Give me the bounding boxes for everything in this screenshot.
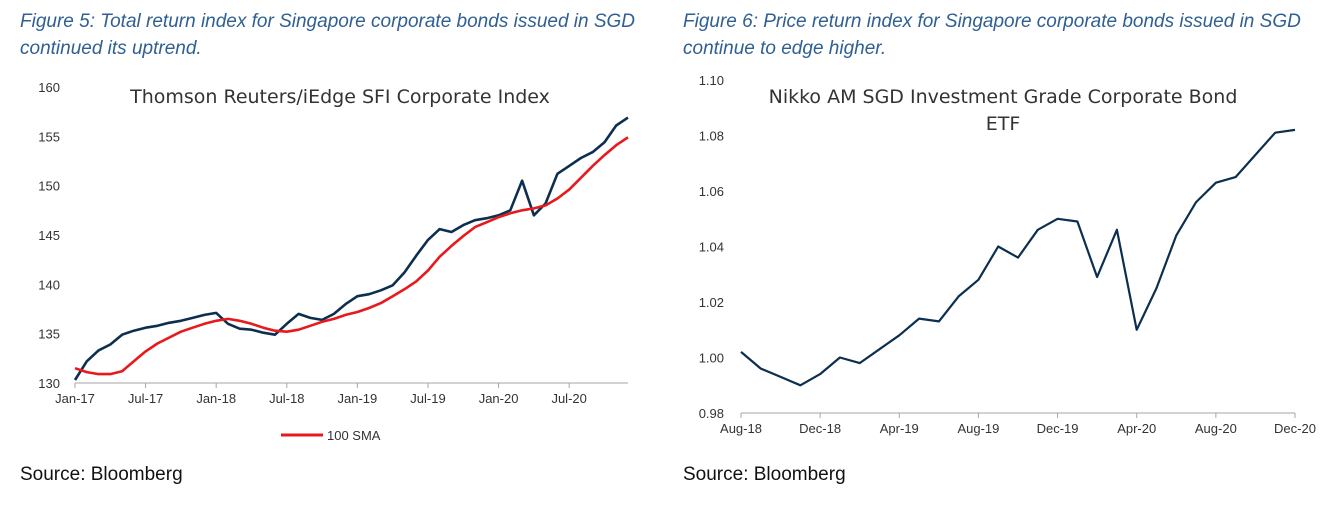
x-tick-label: Dec-18	[799, 421, 841, 436]
x-tick-label: Dec-19	[1037, 421, 1079, 436]
x-tick-label: Apr-20	[1117, 421, 1156, 436]
figure-5-source: Source: Bloomberg	[20, 464, 183, 485]
x-tick-label: Jan-20	[479, 391, 519, 406]
x-tick-label: Jan-17	[55, 391, 95, 406]
y-tick-label: 130	[38, 376, 60, 391]
y-tick-label: 1.06	[699, 184, 724, 199]
y-tick-label: 1.00	[699, 351, 724, 366]
y-tick-label: 0.98	[699, 406, 724, 421]
y-tick-label: 160	[38, 80, 60, 95]
x-tick-label: Aug-19	[957, 421, 999, 436]
x-tick-label: Jul-20	[551, 391, 586, 406]
y-tick-label: 1.08	[699, 129, 724, 144]
chart-title: Thomson Reuters/iEdge SFI Corporate Inde…	[129, 86, 550, 108]
y-tick-label: 145	[38, 228, 60, 243]
x-tick-label: Jul-18	[269, 391, 304, 406]
chart-title: ETF	[986, 113, 1021, 135]
y-tick-label: 150	[38, 179, 60, 194]
x-tick-label: Jul-19	[410, 391, 445, 406]
x-tick-label: Jan-19	[338, 391, 378, 406]
figure-6-caption: Figure 6: Price return index for Singapo…	[683, 11, 1301, 59]
x-tick-label: Aug-18	[720, 421, 762, 436]
figure-5-panel: Figure 5: Total return index for Singapo…	[0, 0, 666, 508]
x-tick-label: Jan-18	[196, 391, 236, 406]
series-line-index	[73, 116, 629, 381]
figure-6-source: Source: Bloomberg	[683, 464, 846, 485]
x-tick-label: Aug-20	[1195, 421, 1237, 436]
figure-5-caption: Figure 5: Total return index for Singapo…	[20, 11, 636, 59]
figure-6-chart: Nikko AM SGD Investment Grade Corporate …	[699, 73, 1316, 436]
x-tick-label: Jul-17	[128, 391, 163, 406]
y-tick-label: 1.10	[699, 73, 724, 88]
y-tick-label: 140	[38, 277, 60, 292]
series-line-sma	[74, 136, 629, 376]
y-tick-label: 1.04	[699, 240, 724, 255]
x-tick-label: Apr-19	[880, 421, 919, 436]
y-tick-label: 1.02	[699, 295, 724, 310]
y-tick-label: 135	[38, 327, 60, 342]
chart-title: Nikko AM SGD Investment Grade Corporate …	[769, 86, 1238, 108]
y-tick-label: 155	[38, 129, 60, 144]
figure-6-panel: Figure 6: Price return index for Singapo…	[666, 0, 1333, 508]
figure-5-chart: Thomson Reuters/iEdge SFI Corporate Inde…	[38, 80, 629, 443]
legend-label-sma: 100 SMA	[327, 428, 381, 443]
x-tick-label: Dec-20	[1274, 421, 1316, 436]
